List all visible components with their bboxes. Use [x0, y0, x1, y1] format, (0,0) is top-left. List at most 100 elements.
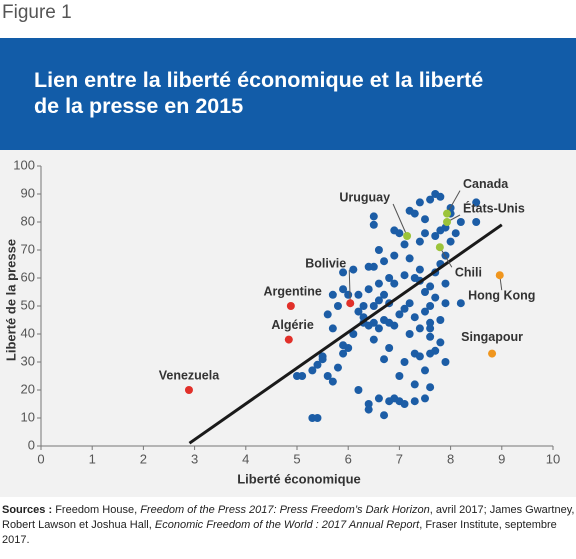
point: [369, 302, 378, 310]
point: [328, 377, 337, 386]
point: [369, 212, 378, 221]
point: [472, 198, 481, 207]
x-tick-label: 5: [293, 451, 300, 466]
point: [380, 355, 389, 364]
highlighted-point: [495, 271, 504, 280]
point: [333, 302, 342, 310]
point: [400, 271, 409, 280]
point: [441, 279, 450, 288]
point: [328, 324, 337, 333]
point: [395, 310, 404, 319]
point: [374, 279, 383, 288]
point: [405, 299, 414, 308]
y-tick-label: 60: [21, 269, 35, 284]
point: [374, 324, 383, 333]
point: [426, 383, 435, 392]
point: [328, 290, 337, 299]
y-tick-label: 0: [28, 437, 35, 452]
point: [436, 316, 445, 324]
point: [339, 349, 348, 358]
point: [380, 257, 389, 266]
highlighted-point: [284, 335, 293, 344]
x-tick-label: 1: [89, 451, 96, 466]
point: [400, 240, 409, 249]
y-tick-label: 40: [21, 325, 35, 340]
point: [426, 332, 435, 341]
point: [426, 195, 435, 204]
x-tick-label: 9: [498, 451, 505, 466]
point: [410, 313, 419, 322]
point: [421, 366, 429, 375]
point-label: Argentine: [264, 284, 322, 298]
point: [415, 352, 424, 361]
leader-line: [446, 190, 461, 214]
point: [369, 335, 378, 344]
point: [436, 338, 445, 347]
source-text: Sources :: [2, 504, 53, 516]
header: Lien entre la liberté économique et la l…: [0, 38, 576, 150]
point: [339, 268, 348, 277]
point: [421, 229, 429, 238]
point: [364, 400, 373, 408]
source-text: Economic Freedom of the World : 2017 Ann…: [154, 519, 420, 531]
point: [374, 246, 383, 254]
point-label: Hong Kong: [468, 288, 535, 302]
point: [293, 372, 301, 380]
point: [431, 293, 440, 302]
point: [405, 254, 414, 263]
sources: Sources : Freedom House, Freedom of the …: [2, 503, 576, 548]
figure-label: Figure 1: [2, 2, 72, 23]
point: [369, 318, 378, 327]
point: [390, 251, 399, 260]
point: [369, 262, 378, 271]
point: [318, 355, 327, 364]
point-label: Venezuela: [159, 368, 220, 382]
point: [421, 307, 429, 316]
y-tick-label: 70: [21, 241, 35, 256]
point: [421, 288, 429, 296]
point: [436, 226, 445, 235]
point: [446, 237, 455, 246]
highlighted-point: [286, 302, 295, 310]
point: [410, 397, 419, 406]
point: [415, 265, 424, 274]
point: [374, 394, 383, 403]
point: [339, 285, 348, 294]
highlighted-point: [443, 209, 452, 218]
point: [313, 360, 322, 369]
leader-line: [348, 270, 351, 304]
source-text: , avril 2017; James Gwartney, Robert Law…: [2, 504, 575, 531]
point-label: Singapour: [461, 330, 523, 344]
y-tick-label: 10: [21, 409, 35, 424]
point: [354, 386, 363, 394]
point: [400, 358, 409, 366]
point: [405, 330, 414, 338]
x-tick-label: 2: [140, 451, 147, 466]
y-tick-label: 30: [21, 353, 35, 368]
point: [374, 296, 383, 305]
point: [426, 282, 435, 291]
y-tick-label: 80: [21, 213, 35, 228]
x-tick-label: 3: [191, 451, 198, 466]
point: [395, 229, 404, 238]
point: [349, 330, 358, 338]
point: [380, 411, 389, 420]
highlighted-point: [488, 349, 497, 358]
x-tick-label: 10: [546, 451, 560, 466]
point: [426, 324, 435, 333]
y-tick-label: 90: [21, 185, 35, 200]
point: [456, 218, 465, 226]
point-label: Chili: [455, 265, 482, 279]
title-line: Lien entre la liberté économique et la l…: [34, 68, 484, 92]
point: [426, 318, 435, 327]
point: [390, 321, 399, 330]
point: [410, 274, 419, 282]
point: [385, 274, 394, 282]
point: [349, 265, 358, 274]
x-tick-label: 7: [396, 451, 403, 466]
point: [339, 341, 348, 350]
point: [385, 344, 394, 352]
point-label: Algérie: [271, 318, 313, 332]
chart-background: [0, 150, 576, 497]
